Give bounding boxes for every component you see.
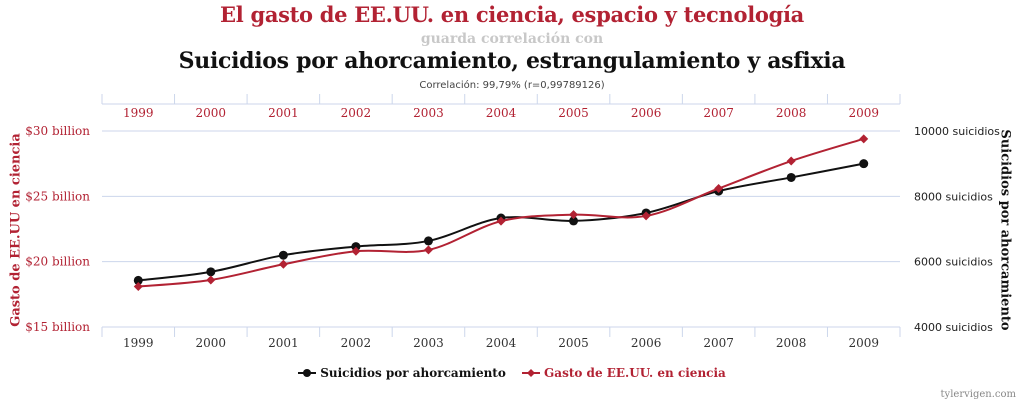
top-x-tick-label: 2005 [558, 106, 589, 120]
chart-title: El gasto de EE.UU. en ciencia, espacio y… [220, 2, 804, 27]
x-tick-label: 2000 [196, 336, 227, 350]
left-axis-tick-label: $20 billion [25, 255, 90, 269]
left-axis-tick-label: $25 billion [25, 189, 90, 203]
top-x-tick-label: 1999 [123, 106, 154, 120]
right-axis-tick-label: 4000 suicidios [914, 321, 993, 334]
x-tick-label: 2007 [703, 336, 734, 350]
x-tick-label: 2006 [631, 336, 662, 350]
legend: Suicidios por ahorcamiento Gasto de EE.U… [0, 366, 1024, 381]
x-tick-label: 2002 [341, 336, 372, 350]
x-tick-label: 2005 [558, 336, 589, 350]
top-x-tick-label: 2002 [341, 106, 372, 120]
suicides-data-point [859, 159, 869, 169]
right-axis-tick-label: 6000 suicidios [914, 256, 993, 269]
spending-data-point [859, 134, 869, 144]
x-tick-label: 2001 [268, 336, 299, 350]
suicides-data-point [278, 250, 288, 260]
suicides-data-point [569, 216, 579, 226]
top-x-tick-label: 2004 [486, 106, 517, 120]
legend-label-suicides: Suicidios por ahorcamiento [320, 366, 506, 380]
spending-data-point [786, 156, 796, 166]
legend-diamond-marker-icon [522, 369, 541, 377]
legend-item-spending[interactable]: Gasto de EE.UU. en ciencia [522, 366, 726, 380]
legend-circle-marker-icon [298, 369, 317, 377]
x-tick-label: 2008 [776, 336, 807, 350]
spending-data-point [496, 216, 506, 226]
x-tick-label: 2009 [848, 336, 879, 350]
chart-subtitle: Suicidios por ahorcamiento, estrangulami… [178, 48, 846, 74]
suicides-data-point [423, 236, 433, 246]
spending-data-point [278, 259, 288, 269]
top-x-tick-label: 2001 [268, 106, 299, 120]
correlation-text: Correlación: 99,79% (r=0,99789126) [419, 80, 605, 91]
suicides-data-point [206, 267, 216, 277]
spending-data-point [133, 281, 143, 291]
top-x-tick-label: 2006 [631, 106, 662, 120]
spending-data-point [714, 183, 724, 193]
legend-label-spending: Gasto de EE.UU. en ciencia [544, 366, 726, 380]
suicides-data-point [133, 275, 143, 285]
x-tick-label: 2003 [413, 336, 444, 350]
top-x-tick-label: 2007 [703, 106, 734, 120]
right-axis-tick-label: 8000 suicidios [914, 190, 993, 203]
x-tick-label: 1999 [123, 336, 154, 350]
top-x-tick-label: 2008 [776, 106, 807, 120]
chart-connector-text: guarda correlación con [420, 31, 604, 47]
left-axis-tick-label: $15 billion [25, 320, 90, 334]
x-tick-label: 2004 [486, 336, 517, 350]
spending-data-point [206, 275, 216, 285]
suicides-data-point [351, 242, 361, 252]
top-x-tick-label: 2009 [848, 106, 879, 120]
spending-data-point [423, 245, 433, 255]
right-axis-tick-label: 10000 suicidios [914, 125, 1000, 138]
left-axis-tick-label: $30 billion [25, 124, 90, 138]
watermark: tylervigen.com [940, 389, 1016, 400]
spending-data-point [641, 211, 651, 221]
suicides-data-point [786, 172, 796, 182]
legend-item-suicides[interactable]: Suicidios por ahorcamiento [298, 366, 506, 380]
spending-data-point [351, 246, 361, 256]
top-x-tick-label: 2003 [413, 106, 444, 120]
spending-data-point [569, 210, 579, 220]
top-x-tick-label: 2000 [196, 106, 227, 120]
